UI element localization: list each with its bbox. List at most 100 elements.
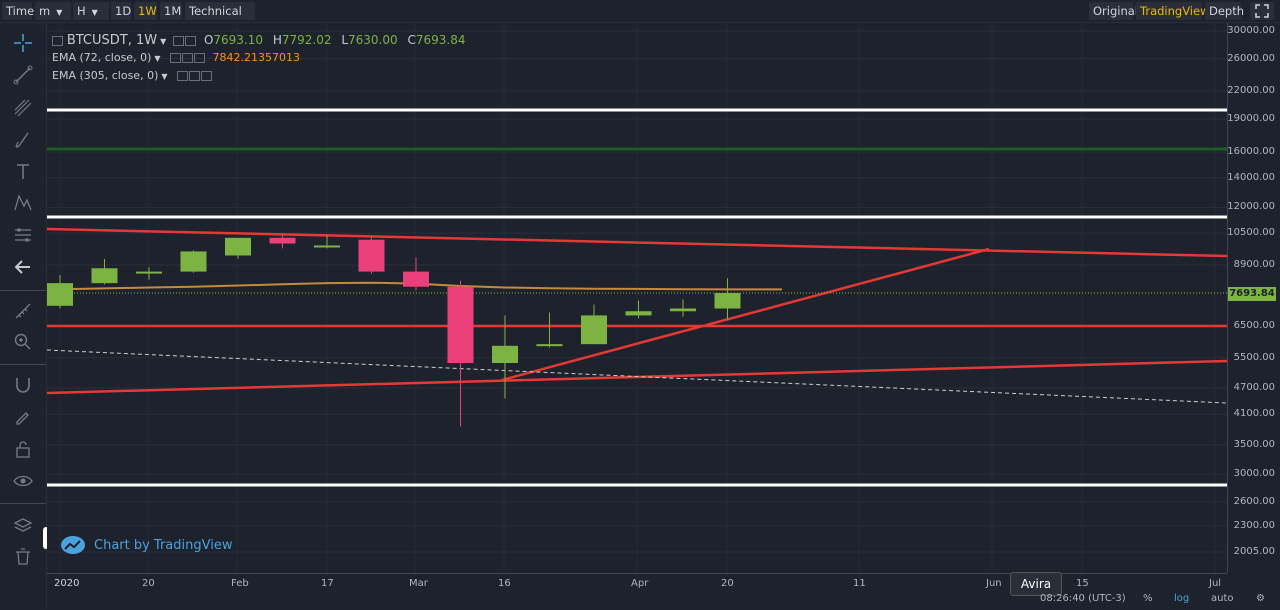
price-tick-label: 4700.00 (1233, 381, 1275, 393)
cloud-icon (61, 536, 85, 554)
ema1-row: EMA (72, close, 0) ▼ 7842.21357013 (52, 49, 465, 67)
auto-toggle[interactable]: auto (1211, 593, 1234, 604)
descending-trendline (47, 227, 1227, 258)
eye-icon[interactable] (0, 466, 46, 496)
close-value: 7693.84 (415, 33, 466, 47)
technical-indicators-button[interactable]: Technical Ind (185, 2, 255, 36)
time-tick-label: Feb (231, 578, 249, 589)
tradingview-watermark[interactable]: Chart by TradingView (60, 534, 232, 556)
price-tick-label: 4100.00 (1233, 408, 1275, 420)
ema2-row: EMA (305, close, 0) ▼ (52, 67, 465, 85)
price-tick-label: 12000.00 (1227, 201, 1275, 213)
ema1-label[interactable]: EMA (72, close, 0) (52, 51, 152, 64)
candle-up (225, 237, 251, 256)
avira-tooltip: Avira (1010, 572, 1062, 596)
low-label: L (341, 33, 349, 47)
price-tick-label: 2300.00 (1233, 519, 1275, 531)
trend-line-icon[interactable] (0, 60, 46, 90)
pattern-icon[interactable] (0, 188, 46, 218)
candle-up (91, 268, 118, 284)
candle-up (670, 308, 696, 312)
price-tick-label: 3500.00 (1233, 438, 1275, 450)
interval-1w-button[interactable]: 1W (134, 2, 157, 20)
zoom-icon[interactable] (0, 327, 46, 357)
drawing-toolbar (0, 23, 49, 609)
collapse-legend-icon[interactable] (52, 35, 63, 46)
price-tick-label: 14000.00 (1227, 171, 1275, 183)
text-icon[interactable] (0, 157, 46, 187)
magnet-icon[interactable] (0, 370, 46, 400)
gear-icon[interactable] (189, 71, 201, 81)
time-button[interactable]: Time (2, 2, 34, 20)
price-tick-label: 6500.00 (1233, 319, 1275, 331)
candle-up (625, 311, 652, 316)
prediction-icon[interactable] (0, 220, 46, 250)
symbol-label[interactable]: BTCUSDT, 1W (66, 33, 158, 48)
close-label: C (407, 33, 416, 47)
close-icon[interactable] (194, 53, 206, 63)
gear-icon[interactable]: ⚙ (1256, 593, 1265, 604)
ohlc-row: BTCUSDT, 1W ▼ O7693.10 H7792.02 L7630.00 … (52, 31, 465, 49)
price-tick-label: 3000.00 (1233, 468, 1275, 480)
high-label: H (272, 33, 282, 47)
price-tick-label: 19000.00 (1227, 112, 1275, 124)
interval-1m-button[interactable]: 1M (160, 2, 182, 20)
fullscreen-icon[interactable] (1250, 2, 1274, 20)
settings-icon[interactable] (177, 71, 189, 81)
candle-up (136, 271, 162, 274)
price-tick-label: 8900.00 (1233, 258, 1275, 270)
watermark-label: Chart by TradingView (94, 537, 233, 553)
candle-down (269, 237, 296, 244)
settings-icon[interactable] (173, 35, 185, 46)
current-price-tag: 7693.84 (1228, 287, 1276, 301)
toolbar-divider (0, 364, 46, 365)
source-icon[interactable] (185, 35, 197, 46)
time-axis[interactable]: 2020 20 Feb 17 Mar 16 Apr 20 11 Jun 15 Jul (47, 573, 1227, 610)
chevron-down-icon: ▼ (56, 8, 63, 17)
candle-up (581, 315, 607, 345)
clock-label: 08:26:40 (UTC-3) (1040, 593, 1126, 604)
chart-grid (47, 23, 1227, 573)
ruler-icon[interactable] (0, 296, 46, 326)
candle-down (403, 271, 429, 287)
close-icon[interactable] (201, 71, 213, 81)
brush-icon[interactable] (0, 125, 46, 155)
time-tick-label: Jul (1209, 578, 1222, 589)
depth-button[interactable]: Depth (1205, 2, 1244, 20)
time-tick-label: 20 (142, 578, 155, 589)
price-tick-label: 10500.00 (1227, 227, 1275, 239)
layers-icon[interactable] (0, 511, 46, 541)
lock-drawing-icon[interactable] (0, 402, 46, 432)
breakout-trendline (501, 247, 990, 382)
original-view-button[interactable]: Original (1089, 2, 1138, 20)
crosshair-icon[interactable] (0, 28, 46, 58)
minute-dropdown[interactable]: m ▼ (35, 2, 71, 20)
gear-icon[interactable] (182, 53, 194, 63)
high-value: 7792.02 (281, 33, 332, 47)
price-chart[interactable] (47, 23, 1227, 573)
interval-1d-button[interactable]: 1D (111, 2, 131, 20)
log-toggle[interactable]: log (1174, 593, 1190, 604)
back-arrow-icon[interactable] (0, 252, 46, 282)
time-tick-label: 17 (321, 578, 334, 589)
candle-down (358, 239, 385, 272)
candle-up (47, 283, 73, 306)
price-tick-label: 2600.00 (1233, 495, 1275, 507)
price-tick-label: 30000.00 (1227, 25, 1275, 36)
toolbar-collapse-handle[interactable] (43, 527, 49, 549)
ema2-label[interactable]: EMA (305, close, 0) (52, 69, 159, 82)
trash-icon[interactable] (0, 541, 46, 571)
hour-dropdown[interactable]: H ▼ (73, 2, 109, 20)
fib-tool-icon[interactable] (0, 93, 46, 123)
unlock-icon[interactable] (0, 434, 46, 464)
chevron-down-icon[interactable]: ▼ (161, 72, 168, 81)
candle-up (714, 293, 741, 309)
chevron-down-icon[interactable]: ▼ (160, 37, 167, 46)
chart-legend: BTCUSDT, 1W ▼ O7693.10 H7792.02 L7630.00 … (52, 31, 465, 85)
toolbar-divider (0, 503, 46, 504)
candle-down (447, 286, 474, 364)
chevron-down-icon[interactable]: ▼ (154, 54, 161, 63)
tradingview-button[interactable]: TradingView (1136, 2, 1209, 20)
percent-toggle[interactable]: % (1143, 593, 1153, 604)
settings-icon[interactable] (170, 53, 182, 63)
